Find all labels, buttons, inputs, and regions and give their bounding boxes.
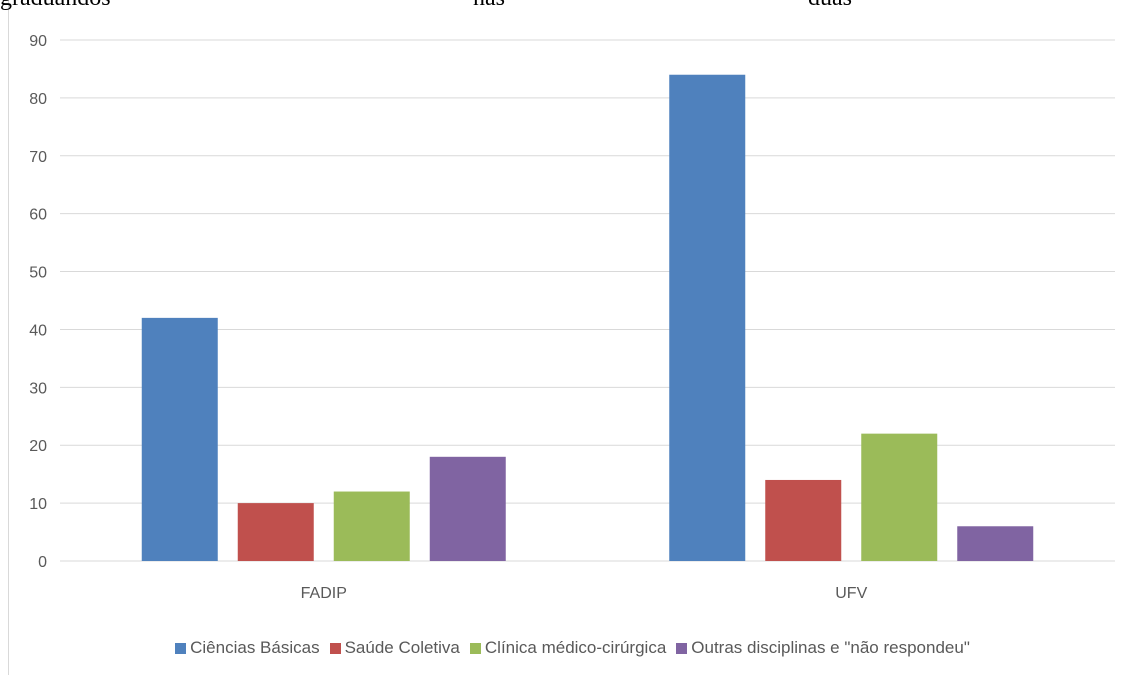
y-axis-ticks: 0 10 20 30 40 50 60 70 80 90 [29,33,47,571]
bar-ufv-series-3 [861,433,938,561]
legend-swatch [676,642,688,654]
x-tick-label: FADIP [301,585,347,602]
bar-chart: 0 10 20 30 40 50 60 70 80 90 FADIP UFV [29,33,1115,602]
y-tick-label: 10 [29,496,47,513]
bar-fadip-series-2 [237,503,314,561]
y-tick-label: 0 [38,554,47,571]
legend-item: Clínica médico-cirúrgica [469,638,667,658]
y-tick-label: 40 [29,322,47,339]
x-tick-label: UFV [835,585,867,602]
legend-label: Outras disciplinas e "não respondeu" [691,638,970,657]
chart-frame [8,0,1145,675]
legend-item: Outras disciplinas e "não respondeu" [676,638,970,658]
legend-label: Saúde Coletiva [344,638,460,657]
legend-item: Saúde Coletiva [329,638,460,658]
bar-ufv-series-2 [765,479,842,561]
legend-label: Clínica médico-cirúrgica [484,638,667,657]
y-tick-label: 20 [29,438,47,455]
bars [141,74,1034,561]
bar-fadip-series-3 [333,491,410,561]
legend: Ciências Básicas Saúde Coletiva Clínica mé… [0,636,1145,660]
legend-label: Ciências Básicas [190,638,320,657]
legend-swatch [469,642,481,654]
header-fragment-1: graduandos [0,0,111,10]
legend-swatch [329,642,341,654]
legend-swatch [175,642,187,654]
y-tick-label: 30 [29,380,47,397]
bar-ufv-series-4 [957,526,1034,561]
legend-item: Ciências Básicas [175,638,320,658]
bar-ufv-series-1 [669,74,746,561]
y-tick-label: 60 [29,207,47,224]
y-tick-label: 90 [29,33,47,50]
header-fragment-3: duas [808,0,852,10]
gridlines [60,39,1115,562]
header-fragment-2: nas [473,0,505,10]
y-tick-label: 50 [29,265,47,282]
y-tick-label: 80 [29,91,47,108]
y-tick-label: 70 [29,149,47,166]
bar-fadip-series-1 [141,317,218,561]
x-axis-ticks: FADIP UFV [301,585,868,602]
bar-fadip-series-4 [429,456,506,561]
